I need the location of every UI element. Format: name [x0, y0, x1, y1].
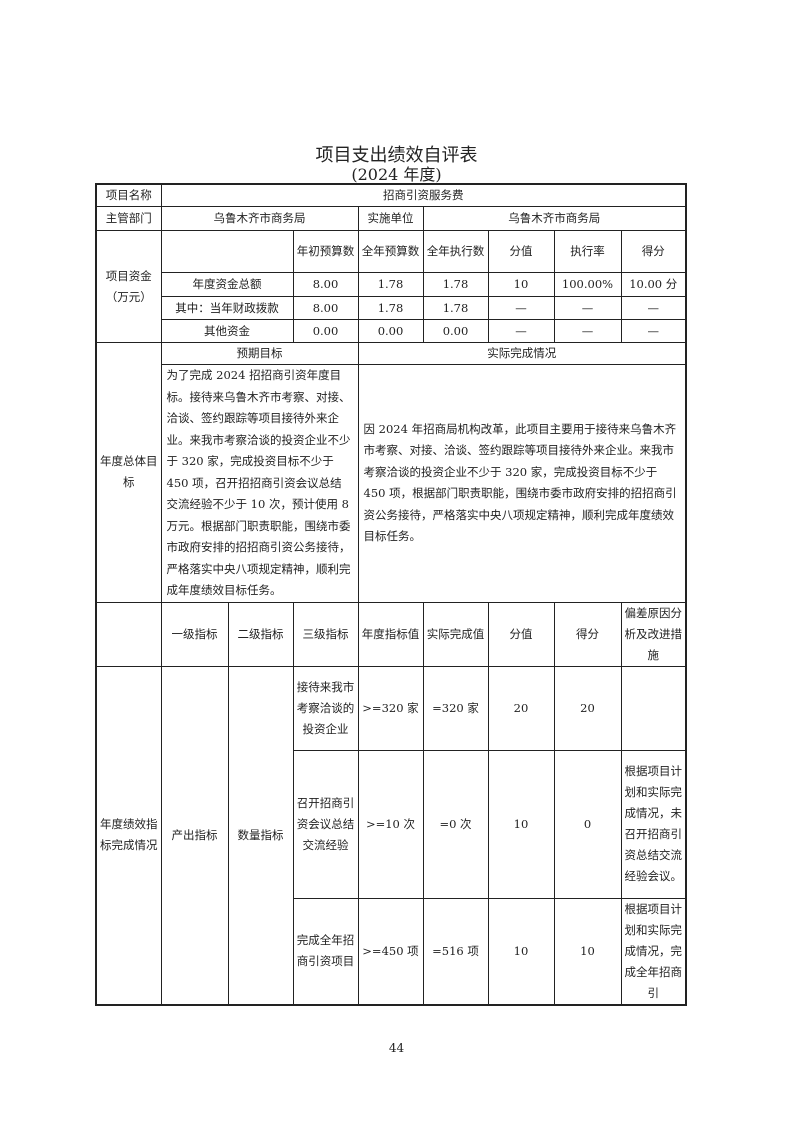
funds-cell: 1.78 [422, 296, 489, 320]
funds-cell: 10.00 分 [620, 272, 687, 297]
level3-indicator: 召开招商引资会议总结交流经验 [292, 749, 359, 899]
weight-value: 10 [487, 897, 555, 1005]
funds-cell: — [553, 296, 622, 320]
indicator-header: 实际完成值 [422, 601, 489, 667]
deviation-note [620, 665, 687, 751]
funds-label: 项目资金（万元） [95, 230, 162, 343]
funds-cell: 1.78 [422, 272, 489, 297]
actual-value: =0 次 [422, 749, 489, 899]
dept-value: 乌鲁木齐市商务局 [160, 206, 359, 231]
indicator-header-row: 一级指标 二级指标 三级指标 年度指标值 实际完成值 分值 得分 偏差原因分析及… [95, 601, 687, 667]
level3-indicator: 接待来我市考察洽谈的投资企业 [292, 665, 359, 751]
level2-indicator: 数量指标 [227, 665, 294, 1005]
page-title: 项目支出绩效自评表 [315, 145, 478, 166]
actual-header: 实际完成情况 [357, 342, 687, 365]
funds-header: 执行率 [553, 230, 622, 273]
funds-cell: 0.00 [292, 319, 359, 343]
actual-value: =516 项 [422, 897, 489, 1005]
level3-indicator: 完成全年招商引资项目 [292, 897, 359, 1005]
goals-row: 为了完成 2024 招招商引资年度目标。接待来乌鲁木齐市考察、对接、洽谈、签约跟… [96, 364, 687, 603]
score-value: 10 [553, 897, 622, 1005]
score-value: 0 [553, 749, 622, 899]
performance-table: 项目名称 招商引资服务费 主管部门 乌鲁木齐市商务局 实施单位 乌鲁木齐市商务局… [95, 183, 687, 1006]
funds-row: 其中：当年财政拨款 8.00 1.78 1.78 — — — [96, 296, 687, 320]
funds-cell: — [553, 319, 622, 343]
indicator-row: 召开招商引资会议总结交流经验 >=10 次 =0 次 10 0 根据项目计划和实… [96, 749, 687, 899]
expected-goal-text: 为了完成 2024 招招商引资年度目标。接待来乌鲁木齐市考察、对接、洽谈、签约跟… [160, 364, 359, 603]
funds-header: 全年预算数 [357, 230, 424, 273]
funds-row-name: 年度资金总额 [160, 272, 294, 297]
target-value: >=10 次 [357, 749, 424, 899]
indicator-header: 二级指标 [227, 601, 294, 667]
expected-header: 预期目标 [160, 342, 359, 365]
indicator-header: 年度指标值 [357, 601, 424, 667]
actual-goal-text: 因 2024 年招商局机构改革，此项目主要用于接待来乌鲁木齐市考察、对接、洽谈、… [357, 364, 687, 603]
actual-value: =320 家 [422, 665, 489, 751]
indicators-label: 年度绩效指标完成情况 [95, 665, 162, 1005]
funds-header: 得分 [620, 230, 687, 273]
funds-row-name: 其他资金 [160, 319, 294, 343]
indicator-header: 三级指标 [292, 601, 359, 667]
funds-cell: 8.00 [292, 272, 359, 297]
funds-row: 其他资金 0.00 0.00 0.00 — — — [96, 319, 687, 343]
weight-value: 20 [487, 665, 555, 751]
indicator-header: 偏差原因分析及改进措施 [620, 601, 687, 667]
dept-label: 主管部门 [95, 206, 162, 231]
funds-row-name: 其中：当年财政拨款 [160, 296, 294, 320]
funds-cell: — [620, 296, 687, 320]
impl-value: 乌鲁木齐市商务局 [422, 206, 687, 231]
funds-header-row: 项目资金（万元） 年初预算数 全年预算数 全年执行数 分值 执行率 得分 [95, 230, 687, 343]
funds-header-blank [160, 230, 294, 273]
funds-row: 年度资金总额 8.00 1.78 1.78 10 100.00% 10.00 分 [96, 272, 687, 297]
indicator-header: 分值 [487, 601, 555, 667]
indicator-row: 完成全年招商引资项目 >=450 项 =516 项 10 10 根据项目计划和实… [96, 897, 687, 1005]
level1-indicator: 产出指标 [160, 665, 229, 1005]
funds-cell: — [620, 319, 687, 343]
indicator-header: 一级指标 [160, 601, 229, 667]
project-name: 招商引资服务费 [160, 183, 687, 207]
goals-label: 年度总体目标 [95, 342, 162, 603]
funds-cell: 10 [487, 272, 555, 297]
funds-cell: 1.78 [357, 272, 424, 297]
page-number: 44 [388, 1041, 405, 1055]
funds-cell: 1.78 [357, 296, 424, 320]
funds-cell: 0.00 [357, 319, 424, 343]
page-subtitle: (2024 年度) [351, 165, 442, 184]
indicator-header-blank [95, 601, 162, 667]
funds-cell: — [487, 319, 555, 343]
target-value: >=320 家 [357, 665, 424, 751]
deviation-note: 根据项目计划和实际完成情况，完成全年招商引 [620, 897, 687, 1005]
funds-cell: 100.00% [553, 272, 622, 297]
weight-value: 10 [487, 749, 555, 899]
department-row: 主管部门 乌鲁木齐市商务局 实施单位 乌鲁木齐市商务局 [95, 206, 687, 231]
goals-header-row: 年度总体目标 预期目标 实际完成情况 [95, 342, 687, 603]
target-value: >=450 项 [357, 897, 424, 1005]
funds-cell: — [487, 296, 555, 320]
indicator-header: 得分 [553, 601, 622, 667]
funds-cell: 0.00 [422, 319, 489, 343]
funds-cell: 8.00 [292, 296, 359, 320]
funds-header: 分值 [487, 230, 555, 273]
funds-header: 全年执行数 [422, 230, 489, 273]
project-name-row: 项目名称 招商引资服务费 [95, 183, 687, 207]
project-name-label: 项目名称 [95, 183, 162, 207]
indicator-row: 年度绩效指标完成情况 产出指标 数量指标 接待来我市考察洽谈的投资企业 >=32… [95, 665, 687, 1005]
funds-header: 年初预算数 [292, 230, 359, 273]
deviation-note: 根据项目计划和实际完成情况，未召开招商引资总结交流经验会议。 [620, 749, 687, 899]
impl-label: 实施单位 [357, 206, 424, 231]
score-value: 20 [553, 665, 622, 751]
